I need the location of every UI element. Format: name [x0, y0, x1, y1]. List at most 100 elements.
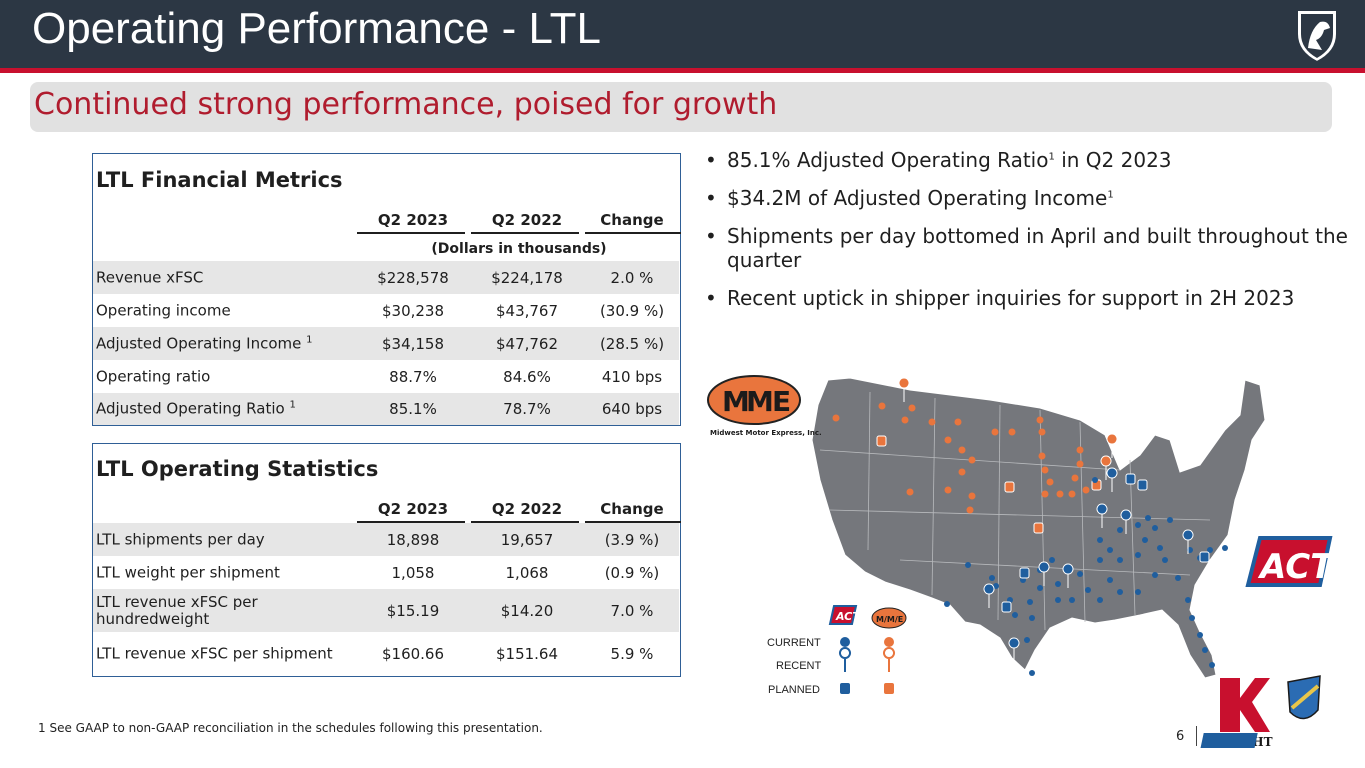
terminal-marker	[1135, 522, 1141, 528]
value-change: 2.0 %	[610, 268, 654, 287]
terminal-marker	[1076, 460, 1084, 468]
table-row: LTL revenue xFSC per hundredweight $15.1…	[93, 589, 679, 632]
value-q2-2023: $15.19	[386, 601, 440, 620]
col-underline	[357, 521, 465, 523]
value-change: 410 bps	[601, 367, 663, 386]
mme-logo-caption: Midwest Motor Express, Inc.	[710, 429, 822, 437]
row-label: LTL shipments per day	[96, 530, 265, 548]
list-item: • Shipments per day bottomed in April an…	[705, 224, 1355, 272]
terminal-marker	[1152, 572, 1158, 578]
table-row: LTL shipments per day 18,898 19,657 (3.9…	[93, 523, 679, 556]
terminal-marker	[1117, 589, 1123, 595]
operating-statistics-title: LTL Operating Statistics	[96, 457, 379, 481]
terminal-marker	[901, 416, 909, 424]
row-label: Operating income	[96, 301, 231, 319]
bullet-text-tail: in Q2 2023	[1054, 148, 1172, 172]
terminal-network-map: M M E Midwest Motor Express, Inc. ACT	[707, 375, 1336, 749]
row-label: Operating ratio	[96, 367, 211, 385]
page-number: 6	[1176, 729, 1185, 744]
table-row: LTL revenue xFSC per shipment $160.66 $1…	[93, 632, 679, 676]
recent-pin	[1100, 455, 1112, 481]
planned-pin	[1004, 481, 1015, 493]
terminal-marker	[1029, 615, 1035, 621]
key-points-list: • 85.1% Adjusted Operating Ratio1 in Q2 …	[705, 148, 1355, 324]
terminal-marker	[954, 418, 962, 426]
terminal-marker	[1077, 571, 1083, 577]
terminal-marker	[1071, 474, 1079, 482]
terminal-marker	[1008, 428, 1016, 436]
footnote-marker: 1	[1048, 151, 1055, 163]
value-q2-2023: 88.7%	[389, 367, 437, 386]
list-item: • 85.1% Adjusted Operating Ratio1 in Q2 …	[705, 148, 1355, 172]
swift-logo-bar	[1200, 733, 1258, 748]
terminal-marker	[1046, 478, 1054, 486]
terminal-marker	[1076, 446, 1084, 454]
swift-logo-text: SWIFT	[1288, 734, 1332, 748]
value-q2-2022: $224,178	[491, 268, 563, 287]
terminal-marker	[1085, 587, 1091, 593]
bullet-text: $34.2M of Adjusted Operating Income	[727, 186, 1108, 210]
terminal-marker	[991, 428, 999, 436]
col-head-change: Change	[600, 211, 664, 229]
act-terminals	[944, 477, 1228, 676]
terminal-marker	[928, 418, 936, 426]
col-head-change: Change	[600, 500, 664, 518]
row-label: Revenue xFSC	[96, 268, 204, 286]
terminal-marker	[958, 468, 966, 476]
col-head-q2-2022: Q2 2022	[491, 211, 563, 229]
page-title: Operating Performance - LTL	[32, 4, 601, 53]
bullet-text: 85.1% Adjusted Operating Ratio	[727, 148, 1049, 172]
terminal-marker	[1197, 632, 1203, 638]
planned-pin	[1019, 567, 1030, 579]
recent-pin	[1096, 503, 1108, 529]
operating-statistics-table: LTL Operating Statistics Q2 2023 Q2 2022…	[92, 443, 681, 677]
act-logo-text: ACT	[1257, 547, 1336, 587]
mme-logo: M M E Midwest Motor Express, Inc.	[707, 375, 822, 437]
legend-current-label: CURRENT	[767, 637, 821, 649]
value-change: 7.0 %	[610, 601, 654, 620]
col-underline	[357, 232, 465, 234]
col-underline	[585, 232, 681, 234]
value-q2-2022: $47,762	[495, 334, 559, 353]
terminal-marker	[1024, 637, 1030, 643]
recent-pin	[1038, 561, 1050, 587]
planned-pin	[1001, 601, 1012, 613]
swift-logo-stripe	[1290, 684, 1320, 710]
terminal-marker	[1162, 557, 1168, 563]
recent-pin	[1106, 433, 1118, 459]
financial-metrics-table: LTL Financial Metrics Q2 2023 Q2 2022 Ch…	[92, 153, 681, 426]
col-head-q2-2023: Q2 2023	[377, 211, 449, 229]
terminal-marker	[966, 506, 974, 514]
value-change: (0.9 %)	[604, 563, 660, 582]
terminal-marker	[1207, 547, 1213, 553]
value-q2-2022: $43,767	[495, 301, 559, 320]
terminal-marker	[1037, 585, 1043, 591]
table-row: Operating ratio 88.7% 84.6% 410 bps	[93, 360, 679, 393]
planned-pin	[1137, 479, 1148, 491]
terminal-marker	[944, 486, 952, 494]
bullet-dot: •	[705, 286, 717, 310]
bullet-text: Shipments per day bottomed in April and …	[727, 224, 1348, 272]
header-accent-line	[0, 68, 1365, 73]
legend-act-recent	[839, 647, 851, 673]
table-row: Operating income $30,238 $43,767 (30.9 %…	[93, 294, 679, 327]
terminal-marker	[1055, 581, 1061, 587]
list-item: • $34.2M of Adjusted Operating Income1	[705, 186, 1355, 210]
footnote-marker: 1	[306, 334, 313, 345]
terminal-marker	[1097, 557, 1103, 563]
value-change: (30.9 %)	[599, 301, 665, 320]
value-q2-2022: 19,657	[500, 530, 554, 549]
row-label: LTL weight per shipment	[96, 563, 280, 581]
bullet-dot: •	[705, 148, 717, 172]
terminal-marker	[878, 402, 886, 410]
terminal-marker	[944, 436, 952, 444]
mme-logo-e: E	[772, 385, 791, 418]
terminal-marker	[1107, 577, 1113, 583]
mme-logo-m1: M	[722, 385, 750, 418]
terminal-marker	[1152, 525, 1158, 531]
terminal-marker	[1097, 597, 1103, 603]
knight-swift-logos: KNIGHT SWIFT	[1200, 675, 1332, 749]
footnote-marker: 1	[289, 399, 296, 411]
subtitle-bar	[30, 82, 1332, 132]
value-q2-2022: 78.7%	[503, 400, 551, 418]
